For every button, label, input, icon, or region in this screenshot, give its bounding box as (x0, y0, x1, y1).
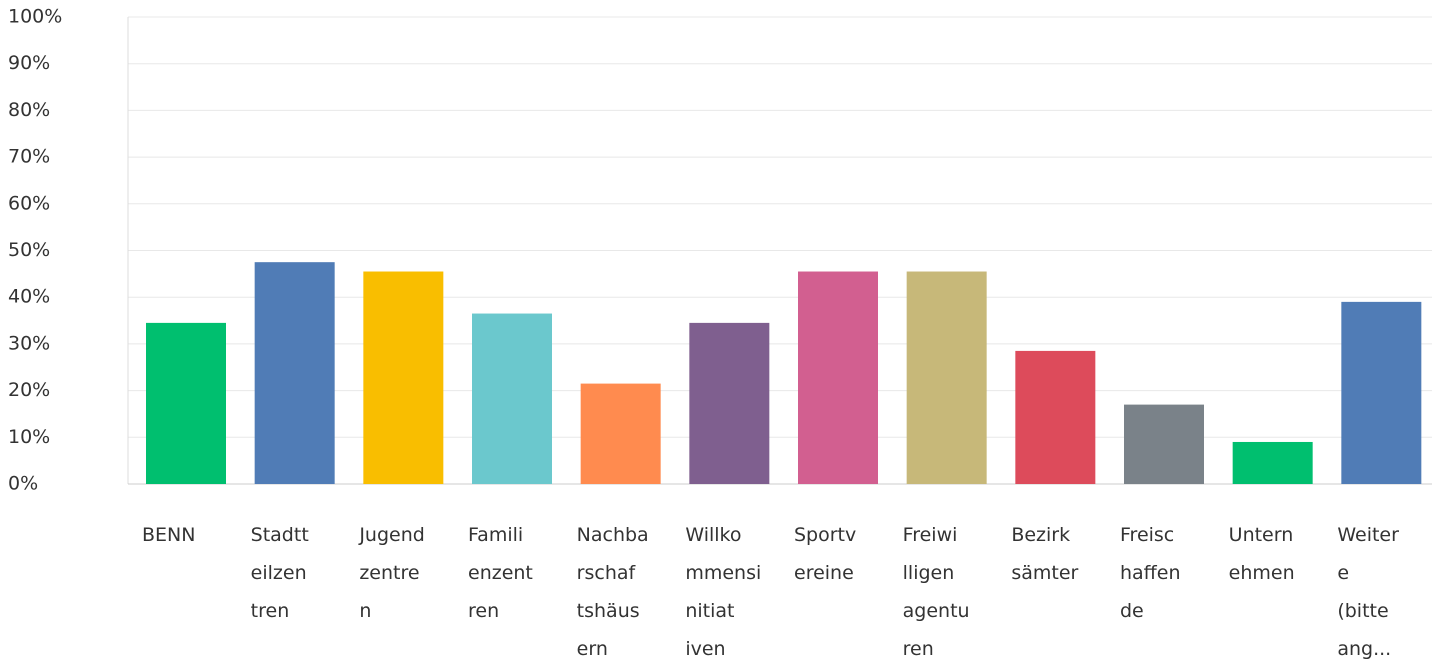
bar (1341, 301, 1422, 484)
bar (1232, 441, 1313, 484)
x-tick-label: Untern ehmen (1229, 524, 1295, 584)
y-tick-label: 60% (8, 192, 50, 214)
bar (689, 322, 770, 484)
bar (580, 383, 661, 484)
x-tick-label: Stadtt eilzen tren (251, 524, 309, 622)
bar (472, 313, 552, 484)
y-tick-label: 100% (8, 6, 62, 28)
bar (254, 262, 335, 484)
y-tick-label: 50% (8, 239, 50, 261)
x-tick-label: Sportv ereine (794, 524, 856, 584)
x-tick-label: Weiter e (bitte ang... (1337, 524, 1399, 660)
x-tick-label: BENN (142, 524, 195, 546)
x-tick-label: Jugend zentre n (358, 524, 425, 622)
y-tick-label: 30% (8, 332, 50, 354)
x-tick-label: Nachba rschaf tshäus ern (577, 524, 649, 660)
bar (146, 322, 226, 484)
y-tick-label: 70% (8, 146, 50, 168)
y-tick-label: 10% (8, 426, 50, 448)
y-tick-label: 20% (8, 379, 50, 401)
bar (1124, 404, 1204, 484)
x-tick-label: Willko mmensi nitiat iven (685, 524, 761, 660)
bar (1015, 350, 1096, 484)
x-tick-label: Freisc haffen de (1120, 524, 1181, 622)
y-tick-label: 80% (8, 99, 50, 121)
bar (798, 271, 878, 484)
y-tick-label: 90% (8, 52, 50, 74)
bar (906, 271, 987, 484)
y-tick-label: 0% (8, 473, 38, 495)
x-tick-label: Famili enzent ren (468, 524, 533, 622)
y-tick-label: 40% (8, 286, 50, 308)
x-tick-label: Bezirk sämter (1011, 524, 1078, 584)
bar (363, 271, 444, 484)
x-tick-label: Freiwi lligen agentu ren (903, 524, 970, 660)
